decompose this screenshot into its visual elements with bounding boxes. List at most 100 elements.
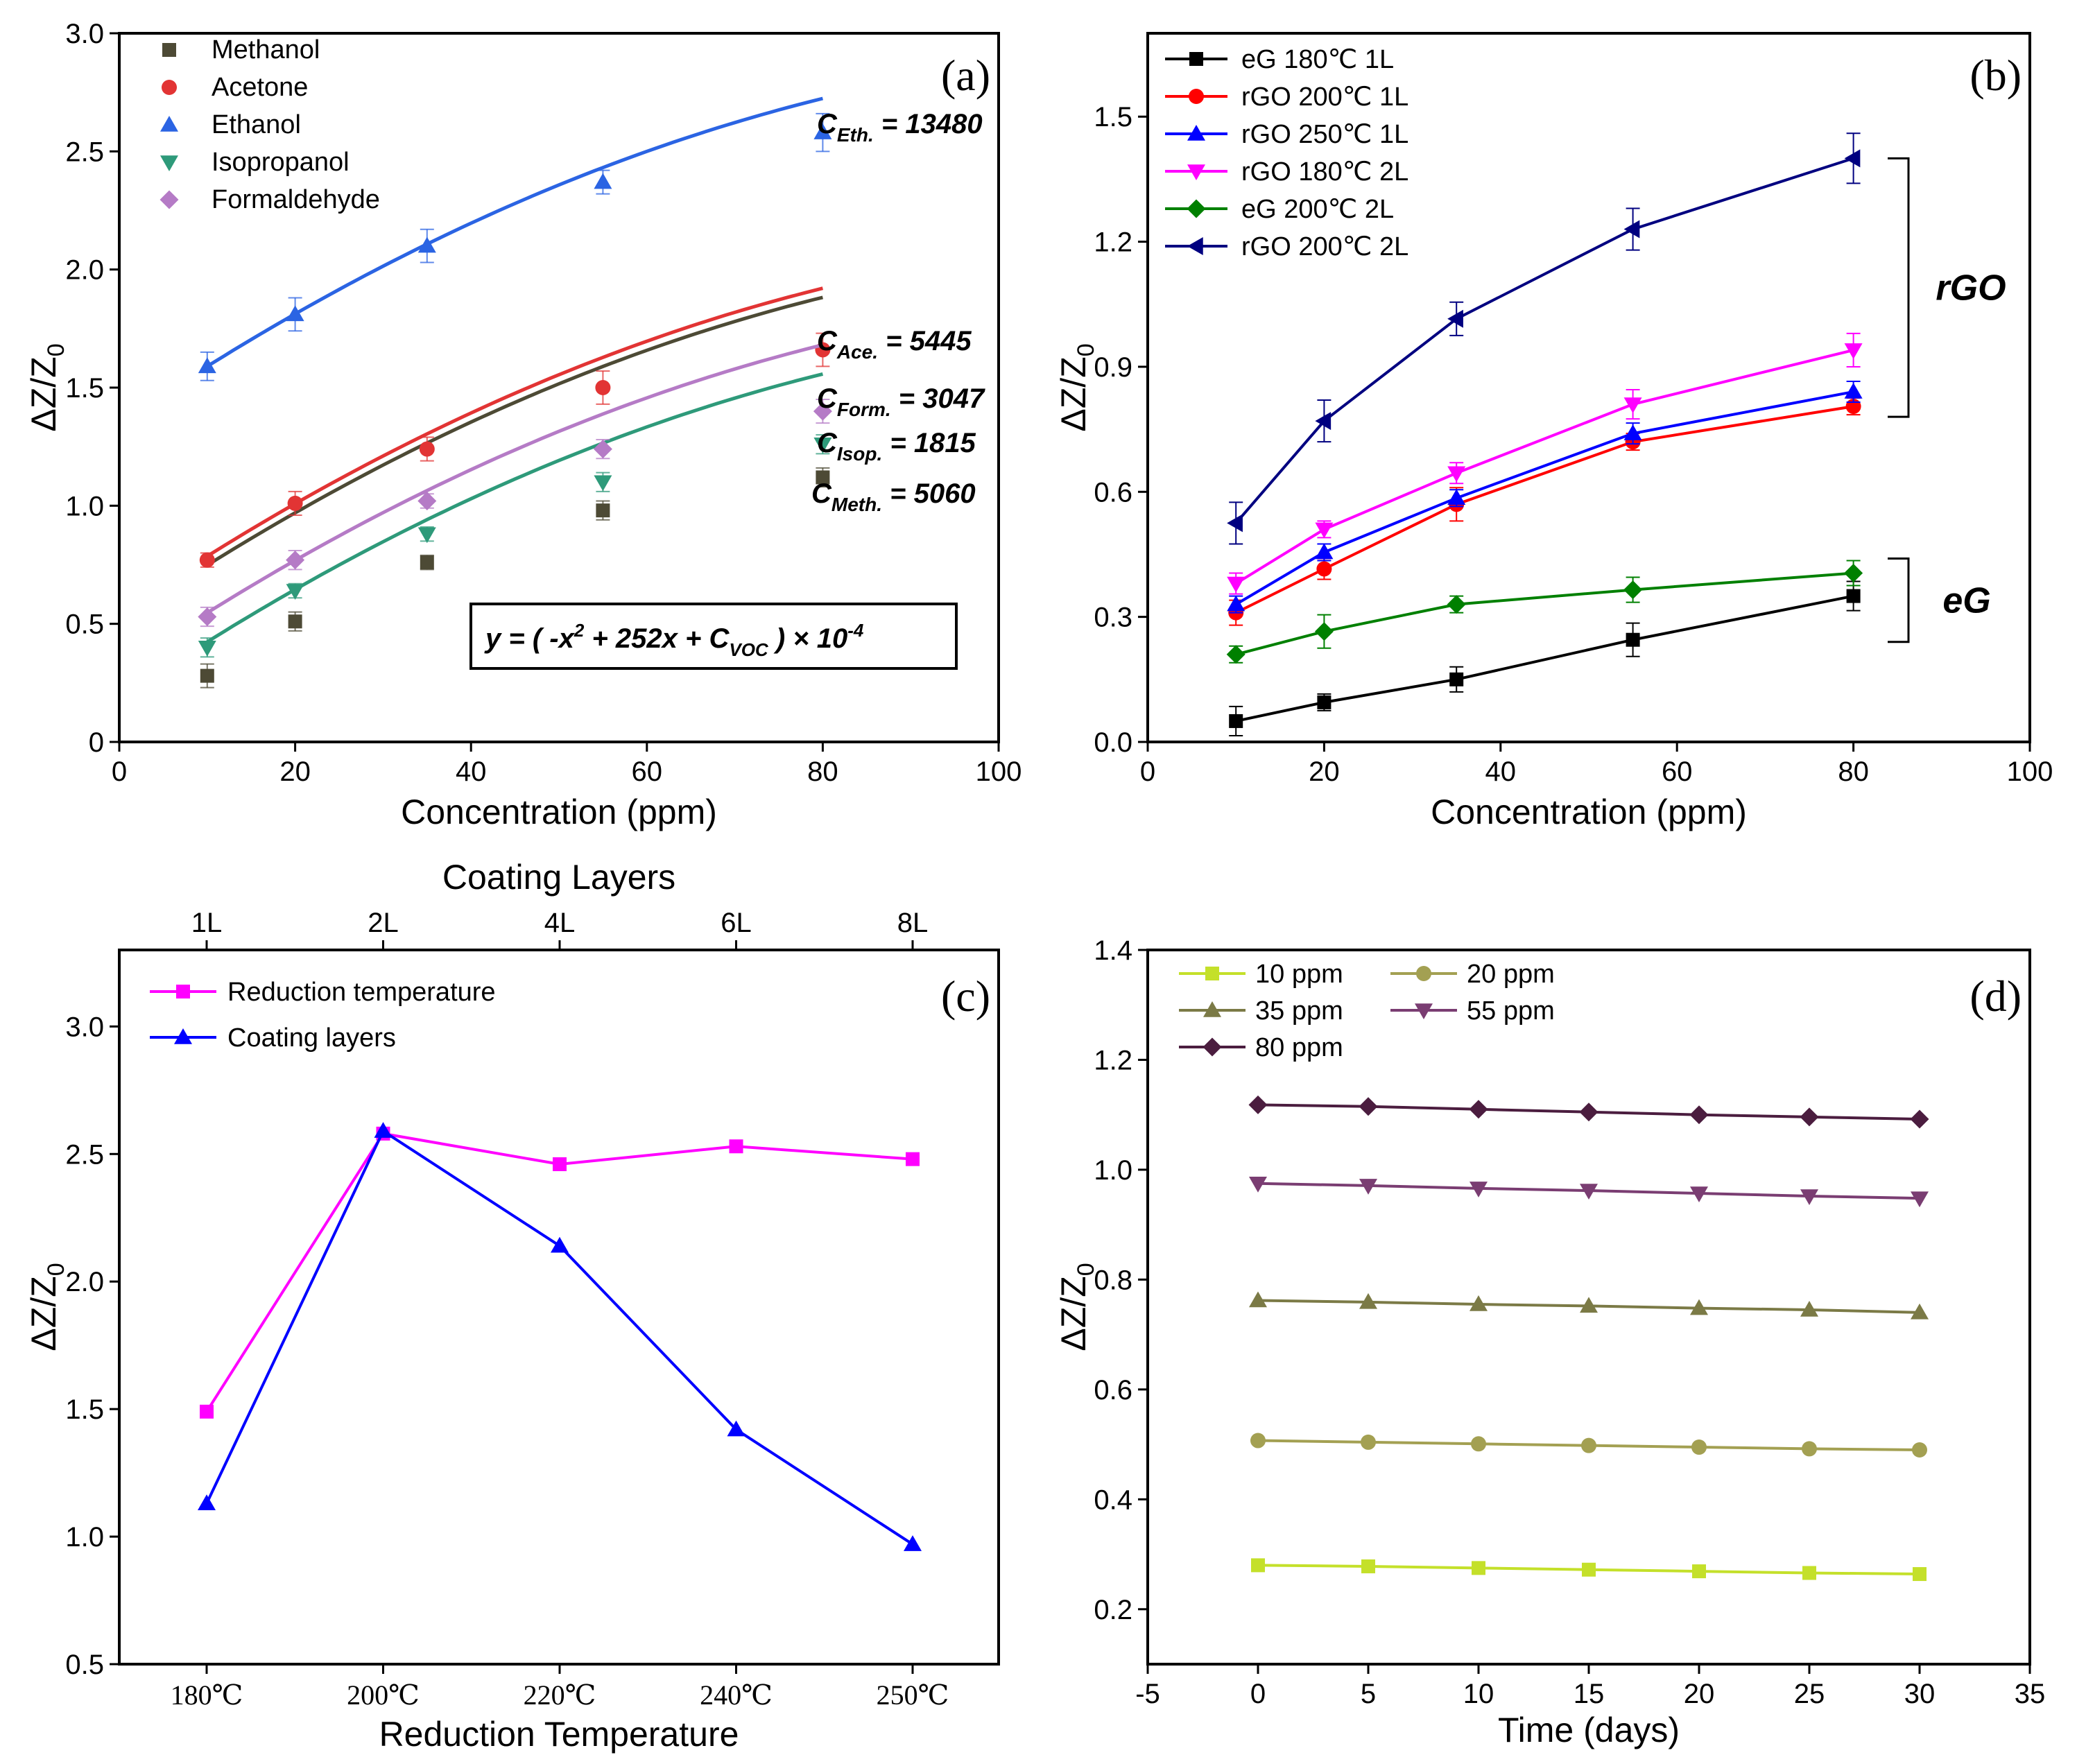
y-tick-label: 1.2 bbox=[1094, 227, 1132, 258]
data-point bbox=[1626, 632, 1640, 647]
legend-label: Coating layers bbox=[227, 1023, 396, 1053]
legend-marker bbox=[160, 155, 178, 171]
x-tick-label: 40 bbox=[456, 756, 487, 787]
legend: 10 ppm 20 ppm 35 ppm 55 ppm 80 ppm bbox=[1179, 960, 1555, 1062]
data-point bbox=[1800, 1107, 1819, 1127]
x-axis-title: Time (days) bbox=[1498, 1711, 1680, 1749]
x-tick-label: 100 bbox=[2007, 756, 2053, 787]
legend-marker bbox=[1187, 125, 1205, 141]
y-tick-label: 0.6 bbox=[1094, 1375, 1132, 1406]
x-tick-label: 250℃ bbox=[877, 1679, 949, 1711]
data-point bbox=[419, 441, 435, 457]
x-tick-label: 5 bbox=[1361, 1679, 1376, 1709]
series-line bbox=[1229, 580, 1861, 736]
x2-tick-label: 1L bbox=[191, 908, 223, 938]
data-point bbox=[1315, 543, 1334, 560]
legend-marker bbox=[1203, 1001, 1221, 1017]
x-axis-title: Concentration (ppm) bbox=[401, 793, 717, 831]
data-point bbox=[420, 555, 434, 570]
data-point bbox=[286, 551, 305, 570]
data-point bbox=[1447, 595, 1466, 614]
x-tick-label: 30 bbox=[1904, 1679, 1936, 1709]
data-point bbox=[1470, 1182, 1488, 1197]
y-tick-label: 3.0 bbox=[65, 19, 104, 49]
data-point bbox=[1800, 1300, 1818, 1317]
x-tick-label: 80 bbox=[807, 756, 838, 787]
x2-tick-label: 8L bbox=[897, 908, 929, 938]
series-line bbox=[1227, 132, 1861, 545]
data-point bbox=[1316, 561, 1332, 577]
legend-label: 20 ppm bbox=[1467, 960, 1555, 989]
legend-marker bbox=[1187, 164, 1205, 180]
y-tick-label: 1.5 bbox=[65, 373, 104, 404]
legend-label: 80 ppm bbox=[1255, 1033, 1343, 1062]
y-tick-label: 1.5 bbox=[1094, 102, 1132, 132]
legend-label: rGO 200℃ 2L bbox=[1241, 232, 1408, 261]
x-tick-label: 220℃ bbox=[524, 1679, 596, 1711]
data-point bbox=[1800, 1189, 1818, 1205]
data-point bbox=[1846, 589, 1861, 603]
x-axis-title: Concentration (ppm) bbox=[1431, 793, 1747, 831]
data-point bbox=[1227, 576, 1246, 593]
x-tick-label: 0 bbox=[1250, 1679, 1266, 1709]
y-axis-title: ΔZ/Z0 bbox=[24, 1263, 69, 1351]
legend-label: 55 ppm bbox=[1467, 996, 1555, 1026]
y-tick-label: 0.5 bbox=[65, 1650, 104, 1680]
series-isopropanol bbox=[198, 372, 832, 658]
x-tick-label: 20 bbox=[279, 756, 311, 787]
data-point bbox=[1229, 714, 1243, 728]
panel-label: (a) bbox=[941, 51, 990, 100]
legend-marker bbox=[1189, 89, 1204, 104]
panel-label: (d) bbox=[1970, 971, 2022, 1021]
y-tick-label: 2.5 bbox=[65, 1139, 104, 1170]
fit-curve bbox=[206, 372, 824, 643]
data-point bbox=[417, 527, 436, 544]
data-point bbox=[813, 401, 832, 421]
legend-label: rGO 200℃ 1L bbox=[1241, 83, 1408, 112]
y-tick-label: 1.0 bbox=[65, 1522, 104, 1553]
data-point bbox=[1471, 1436, 1486, 1452]
x-tick-label: 20 bbox=[1309, 756, 1340, 787]
data-point bbox=[813, 123, 832, 139]
legend-marker bbox=[1203, 1037, 1222, 1057]
fit-constant-label: CAce. = 5445 bbox=[817, 326, 972, 363]
x-axis-title: Reduction Temperature bbox=[379, 1715, 739, 1754]
x2-tick-label: 6L bbox=[721, 908, 752, 938]
data-point bbox=[816, 470, 830, 485]
legend-marker bbox=[1205, 967, 1219, 980]
y-tick-label: 1.4 bbox=[1094, 935, 1132, 966]
data-point bbox=[1361, 1559, 1375, 1573]
series-acetone bbox=[199, 286, 831, 568]
fit-constant-label: CForm. = 3047 bbox=[817, 383, 985, 420]
x-tick-label: 25 bbox=[1794, 1679, 1825, 1709]
data-point bbox=[288, 614, 302, 629]
legend-label: eG 180℃ 1L bbox=[1241, 45, 1394, 74]
legend: eG 180℃ 1L rGO 200℃ 1L rGO 250℃ 1L rGO 180℃… bbox=[1165, 45, 1408, 261]
data-point bbox=[906, 1152, 920, 1166]
data-point bbox=[813, 438, 832, 453]
data-point bbox=[1912, 1442, 1927, 1458]
legend-marker bbox=[176, 985, 190, 998]
x-tick-label: 0 bbox=[112, 756, 127, 787]
y-axis-title: ΔZ/Z0 bbox=[1054, 343, 1099, 431]
panel-label: (c) bbox=[941, 971, 990, 1021]
fit-curve bbox=[206, 295, 823, 567]
y-tick-label: 0 bbox=[89, 727, 104, 758]
legend-marker bbox=[162, 80, 177, 95]
series-line bbox=[1227, 380, 1863, 614]
data-point bbox=[1359, 1179, 1377, 1195]
x-tick-label: 80 bbox=[1838, 756, 1869, 787]
y-tick-label: 0.9 bbox=[1094, 352, 1132, 383]
x-tick-label: 35 bbox=[2015, 1679, 2046, 1709]
legend-marker bbox=[1416, 966, 1431, 981]
data-point bbox=[1472, 1561, 1485, 1575]
legend-label: eG 200℃ 2L bbox=[1241, 195, 1394, 224]
bracket-rgo bbox=[1888, 157, 1910, 418]
data-point bbox=[595, 380, 611, 395]
data-point bbox=[1911, 1191, 1929, 1208]
data-point bbox=[1249, 1291, 1267, 1308]
y-tick-label: 2.0 bbox=[65, 1267, 104, 1297]
panel-a: 0 20 40 60 80 100 0 0.5 1.0 1.5 2.0 2.5 3.0 Concentra… bbox=[24, 19, 1022, 831]
panel-d: -5 0 5 10 15 20 25 30 35 0.2 0.4 0.6 0.8 1.0 1.2 1.4 Tim… bbox=[1054, 935, 2045, 1749]
legend-label: rGO 250℃ 1L bbox=[1241, 120, 1408, 149]
